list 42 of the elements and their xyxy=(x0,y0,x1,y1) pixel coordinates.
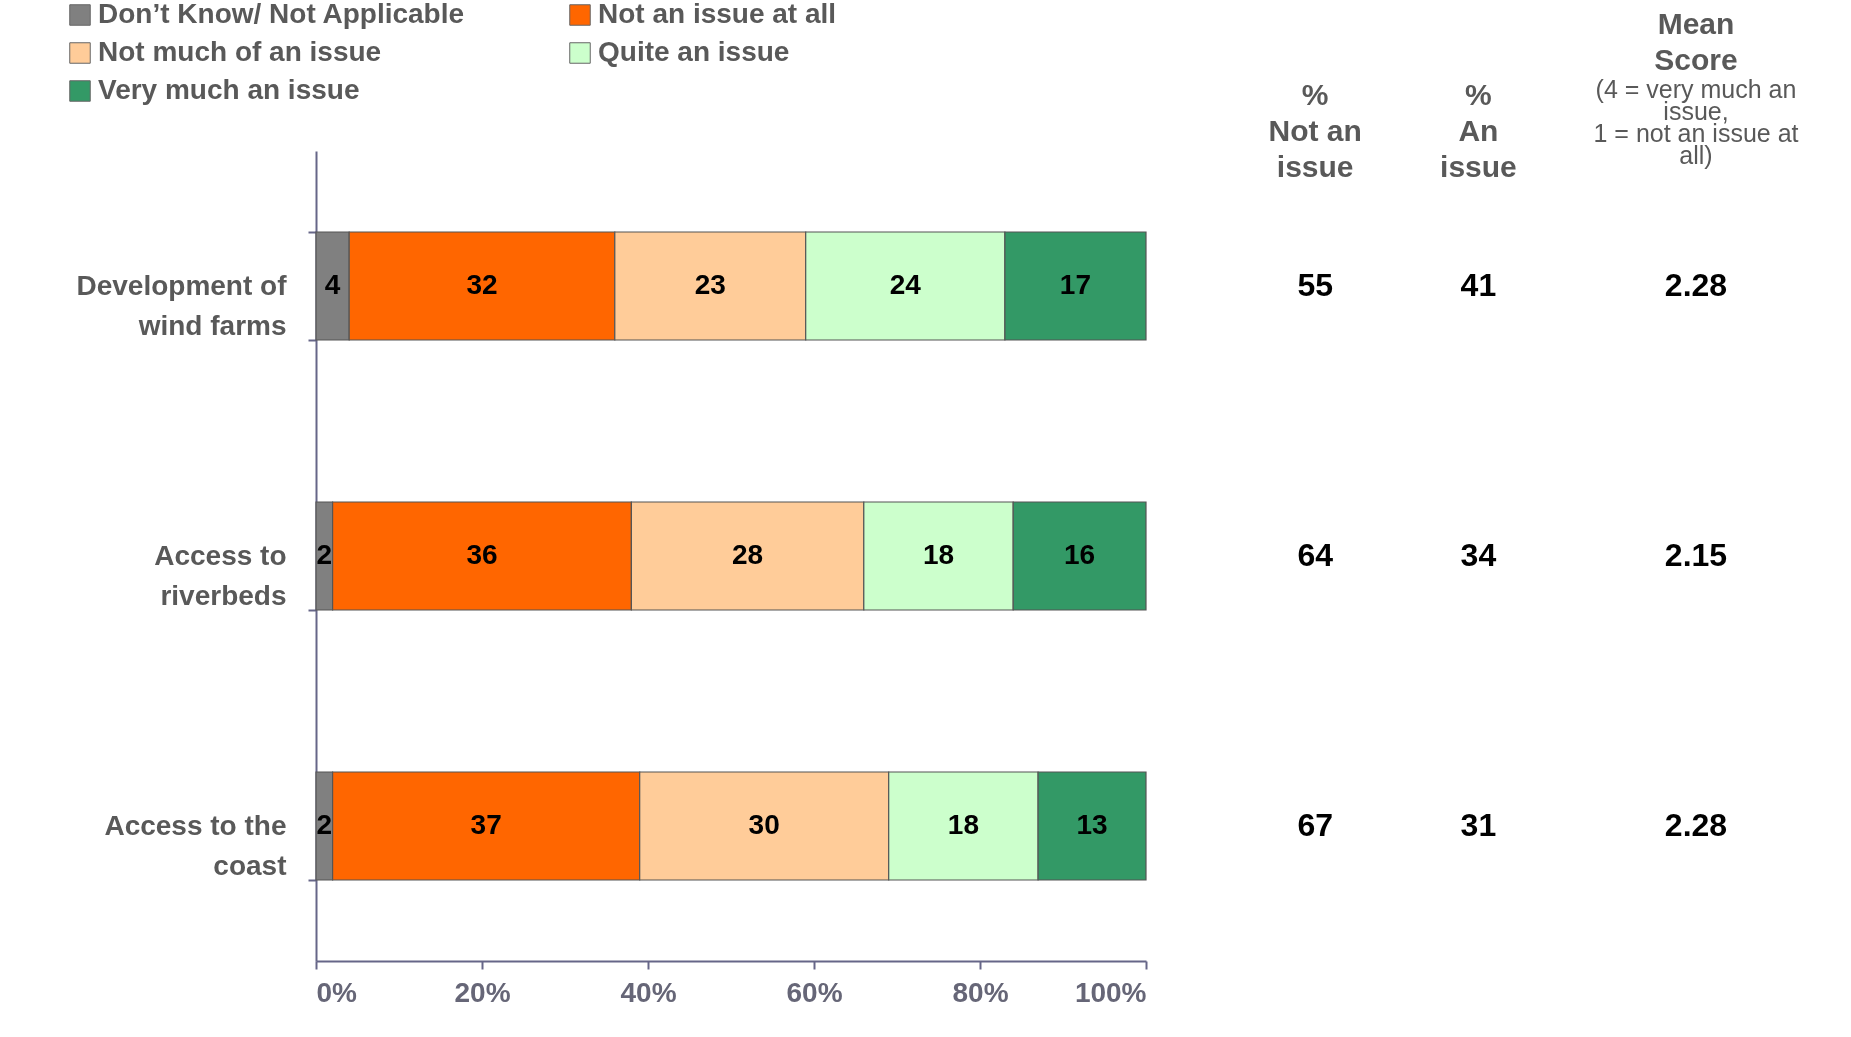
data-label: 55 xyxy=(1297,267,1333,303)
data-label: 2.28 xyxy=(1664,807,1728,843)
legend-label: Not an issue at all xyxy=(598,0,837,29)
legend-label: Quite an issue xyxy=(598,36,790,67)
y-tick-label: Access to the coast xyxy=(104,809,287,881)
data-label: 16 xyxy=(1064,539,1096,570)
data-label: 24 xyxy=(889,269,922,300)
data-label: 34 xyxy=(1460,537,1497,573)
data-label: 2 xyxy=(316,809,333,840)
data-label: 37 xyxy=(470,809,502,840)
data-label: 4 xyxy=(324,269,341,300)
x-tick-label: 0% xyxy=(316,976,358,1008)
data-label: 36 xyxy=(466,539,498,570)
x-tick-label: 40% xyxy=(620,976,677,1008)
y-tick-label: Development of wind farms xyxy=(76,269,288,341)
data-label: 30 xyxy=(748,809,780,840)
data-label: 41 xyxy=(1460,267,1497,303)
category-label: Mean Score xyxy=(1654,7,1738,76)
legend-label: Very much an issue xyxy=(98,74,360,105)
category-label: % An issue xyxy=(1440,78,1517,183)
y-tick-label: Access to riverbeds xyxy=(154,539,287,611)
x-tick-label: 60% xyxy=(786,976,843,1008)
data-label: 18 xyxy=(947,809,979,840)
data-label: 18 xyxy=(922,539,955,570)
data-label: 2.28 xyxy=(1664,267,1728,303)
data-label: 13 xyxy=(1076,809,1108,840)
x-tick-label: 100% xyxy=(1074,976,1147,1008)
data-label: 67 xyxy=(1297,807,1333,843)
data-label: 31 xyxy=(1460,807,1497,843)
data-label: 2.15 xyxy=(1664,537,1728,573)
category-label: % Not an issue xyxy=(1268,78,1362,183)
data-label: 23 xyxy=(694,269,726,300)
legend-label: Don’t Know/ Not Applicable xyxy=(98,0,465,29)
text: (4 = very much an issue, 1 = not an issue at all) xyxy=(1593,75,1799,169)
x-tick-label: 80% xyxy=(952,976,1009,1008)
data-label: 64 xyxy=(1297,537,1334,573)
legend-label: Not much of an issue xyxy=(98,36,382,67)
data-label: 2 xyxy=(316,539,333,570)
data-label: 32 xyxy=(466,269,498,300)
data-label: 28 xyxy=(732,539,764,570)
x-tick-label: 20% xyxy=(454,976,511,1008)
data-label: 17 xyxy=(1059,269,1092,300)
